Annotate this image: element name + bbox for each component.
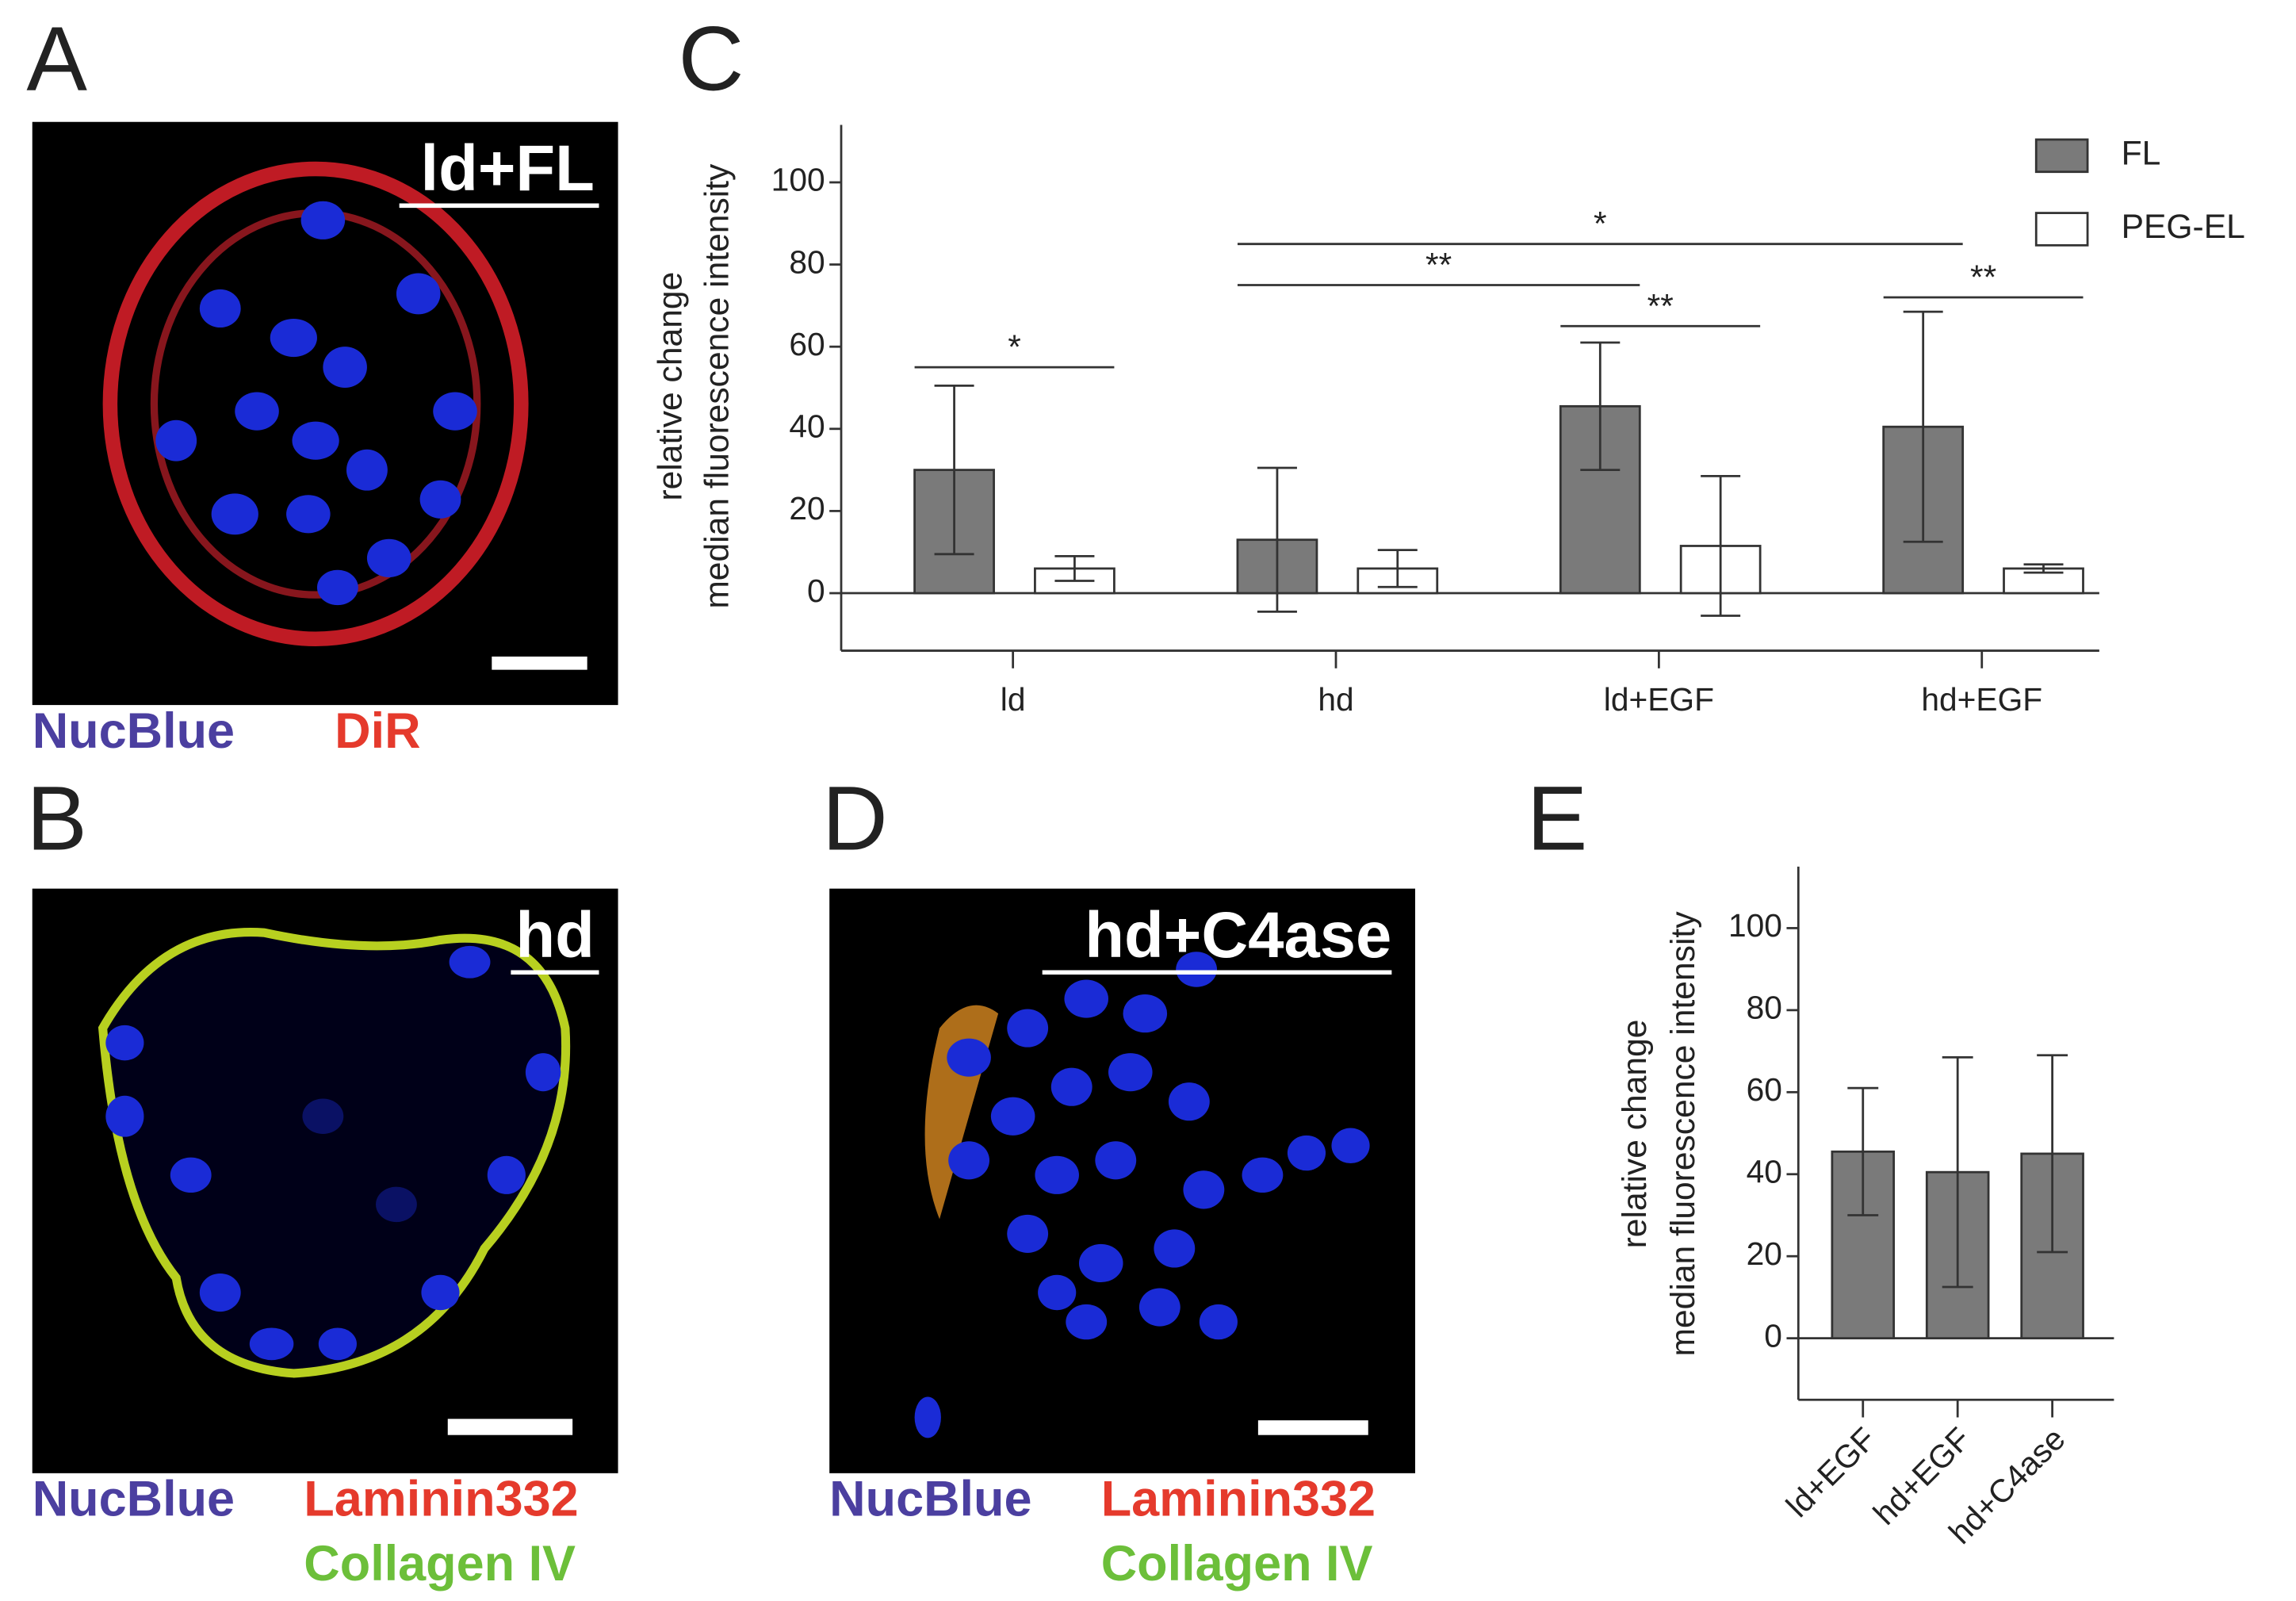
nuclei [105, 945, 561, 1361]
panel-letter: E [1527, 768, 1588, 869]
scale-bar [1257, 1420, 1368, 1435]
y-tick-label: 0 [1764, 1317, 1782, 1354]
stain-label: DiR [335, 703, 420, 759]
nuclei [914, 952, 1370, 1438]
y-axis-label: median fluorescence intensity [698, 163, 737, 609]
stain-label: NucBlue [33, 1472, 235, 1527]
significance-label: ** [1647, 287, 1674, 325]
image-title: hd [515, 899, 595, 971]
error-bar [2037, 1054, 2068, 1254]
panel-letter: C [678, 9, 744, 110]
error-bar [1257, 466, 1297, 613]
significance-label: ** [1425, 247, 1452, 285]
nuclei [155, 201, 477, 606]
x-tick-label: hd+EGF [1921, 681, 2042, 718]
y-tick-label: 20 [789, 490, 825, 527]
x-tick-label: ld+EGF [1604, 681, 1714, 718]
panel-letter: A [26, 9, 87, 110]
y-tick-label: 60 [1747, 1071, 1782, 1108]
scale-bar [447, 1419, 573, 1435]
error-bar [1942, 1055, 1973, 1289]
stain-label: Laminin332 [1101, 1472, 1376, 1527]
x-tick-label: hd [1318, 681, 1353, 718]
panel-letter: D [822, 768, 888, 869]
error-bar [2023, 563, 2064, 574]
y-tick-label: 40 [1747, 1154, 1782, 1190]
y-tick-label: 60 [789, 326, 825, 362]
legend-label: FL [2122, 135, 2161, 173]
y-tick-label: 0 [807, 573, 825, 609]
stain-label: NucBlue [33, 703, 235, 759]
stain-label: Collagen IV [304, 1536, 576, 1591]
bar [2003, 567, 2084, 595]
legend-label: PEG-EL [2122, 208, 2245, 246]
membrane-stain [102, 161, 529, 647]
y-tick-label: 80 [789, 243, 825, 280]
x-tick-label: ld+EGF [1779, 1420, 1883, 1524]
error-bar [1903, 310, 1943, 543]
image-title: ld+FL [420, 132, 594, 205]
y-axis-label: relative change [651, 272, 689, 501]
y-axis-label: relative change [1616, 1020, 1654, 1249]
scale-bar [492, 656, 587, 670]
micrograph-d: hd+C4ase NucBlue Laminin332 Collagen IV [829, 888, 1416, 1591]
significance-label: * [1594, 205, 1607, 243]
y-axis-label: median fluorescence intensity [1664, 911, 1702, 1357]
legend-swatch [2034, 212, 2089, 247]
micrograph-b: hd NucBlue Laminin332 Collagen IV [32, 888, 618, 1591]
legend-swatch [2034, 138, 2089, 174]
image-background [829, 888, 1416, 1473]
matrix-stain [98, 928, 571, 1378]
stain-label: Collagen IV [1101, 1536, 1373, 1591]
y-tick-label: 20 [1747, 1235, 1782, 1272]
error-bar [1701, 474, 1741, 617]
error-bar [934, 385, 974, 556]
y-tick-label: 80 [1747, 990, 1782, 1026]
x-tick-label: ld [1001, 681, 1026, 718]
panel-letter: B [26, 768, 87, 869]
significance-label: * [1008, 328, 1021, 366]
y-tick-label: 40 [789, 408, 825, 445]
error-bar [1377, 549, 1418, 588]
significance-label: ** [1970, 259, 1996, 297]
error-bar [1580, 341, 1621, 472]
error-bar [1847, 1086, 1879, 1216]
stain-label: Laminin332 [304, 1472, 578, 1527]
stain-label: NucBlue [829, 1472, 1031, 1527]
y-tick-label: 100 [771, 162, 825, 198]
y-tick-label: 100 [1728, 907, 1782, 944]
image-title: hd+C4ase [1085, 899, 1391, 971]
micrograph-a: ld+FL NucBlue DiR [32, 121, 618, 759]
error-bar [1054, 555, 1095, 582]
